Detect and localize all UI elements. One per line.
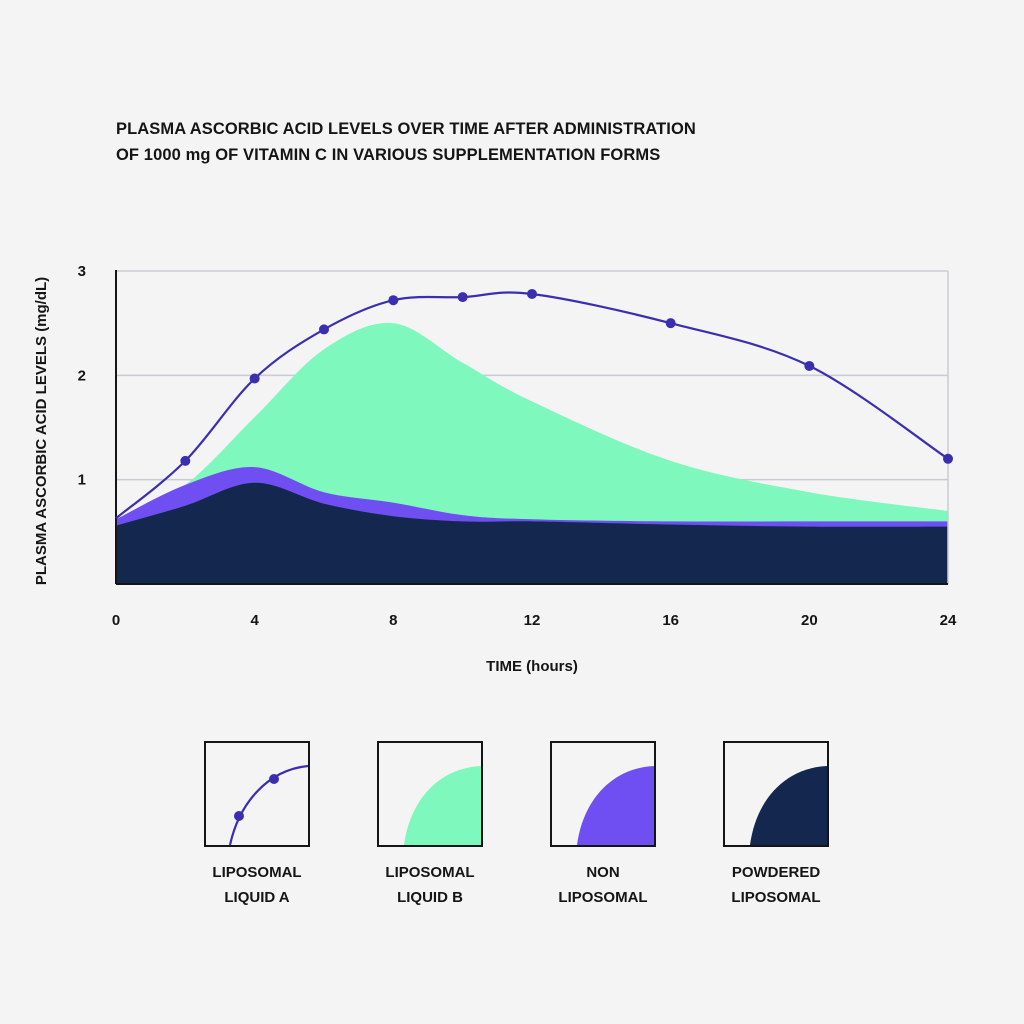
legend-label-line: LIPOSOMAL: [385, 864, 475, 881]
chart-title: PLASMA ASCORBIC ACID LEVELS OVER TIME AF…: [116, 116, 876, 168]
legend-marker-2-liposomal-liquid-a: [269, 774, 279, 784]
legend-label-line: LIPOSOMAL: [212, 864, 302, 881]
legend-item-powdered-liposomal: [723, 741, 829, 847]
marker-liposomal-liquid-a-16: [665, 318, 676, 329]
area-powdered-liposomal: [116, 482, 948, 584]
y-tick-label-3: 3: [78, 263, 86, 280]
line-series-group: [115, 288, 953, 520]
legend-label-line: LIQUID B: [397, 889, 463, 906]
legend-item-liposomal-liquid-a: [204, 741, 310, 847]
legend-item-non-liposomal: [550, 741, 656, 847]
legend-swatch-liposomal-liquid-a: [228, 764, 309, 846]
marker-liposomal-liquid-a-8: [388, 295, 399, 306]
x-axis-label: TIME (hours): [486, 658, 578, 675]
line-liposomal-liquid-a: [115, 291, 949, 520]
area-series-group: [116, 322, 948, 584]
legend: [204, 741, 829, 847]
legend-label-line: LIQUID A: [224, 889, 290, 906]
x-tick-label-0: 0: [112, 612, 120, 629]
legend-label-line: NON: [586, 864, 620, 881]
x-tick-label-20: 20: [801, 612, 818, 629]
legend-swatch-powdered-liposomal: [750, 766, 827, 845]
x-tick-label-16: 16: [662, 612, 679, 629]
legend-marker-1-liposomal-liquid-a: [234, 811, 244, 821]
legend-label-non-liposomal: NON LIPOSOMAL: [518, 860, 688, 910]
marker-liposomal-liquid-a-24: [943, 453, 953, 464]
marker-liposomal-liquid-a-6: [319, 324, 329, 335]
x-tick-label-8: 8: [389, 612, 397, 629]
chart-title-line-1: PLASMA ASCORBIC ACID LEVELS OVER TIME AF…: [116, 120, 696, 138]
legend-item-liposomal-liquid-b: [377, 741, 483, 847]
legend-swatch-box-liposomal-liquid-a: [204, 741, 310, 847]
chart-title-line-2: OF 1000 mg OF VITAMIN C IN VARIOUS SUPPL…: [116, 146, 661, 164]
marker-liposomal-liquid-a-4: [249, 373, 260, 384]
x-tick-label-12: 12: [524, 612, 541, 629]
marker-liposomal-liquid-a-10: [457, 292, 468, 303]
marker-liposomal-liquid-a-2: [180, 455, 191, 466]
legend-label-line: POWDERED: [731, 864, 821, 881]
legend-label-line: LIPOSOMAL: [731, 889, 821, 906]
y-tick-label-1: 1: [78, 472, 86, 489]
legend-label-powdered-liposomal: POWDERED LIPOSOMAL: [691, 860, 861, 910]
legend-label-line: LIPOSOMAL: [558, 889, 648, 906]
marker-liposomal-liquid-a-12: [527, 288, 537, 299]
y-tick-label-2: 2: [78, 367, 86, 384]
legend-swatch-non-liposomal: [577, 766, 654, 845]
legend-label-liposomal-liquid-a: LIPOSOMAL LIQUID A: [172, 860, 342, 910]
x-tick-label-24: 24: [940, 612, 957, 629]
legend-label-liposomal-liquid-b: LIPOSOMAL LIQUID B: [345, 860, 515, 910]
y-axis-label: PLASMA ASCORBIC ACID LEVELS (mg/dL): [33, 277, 50, 585]
plot-frame: [115, 270, 949, 585]
x-tick-label-4: 4: [250, 612, 259, 629]
marker-liposomal-liquid-a-20: [804, 360, 815, 371]
legend-swatch-liposomal-liquid-b: [404, 766, 481, 845]
